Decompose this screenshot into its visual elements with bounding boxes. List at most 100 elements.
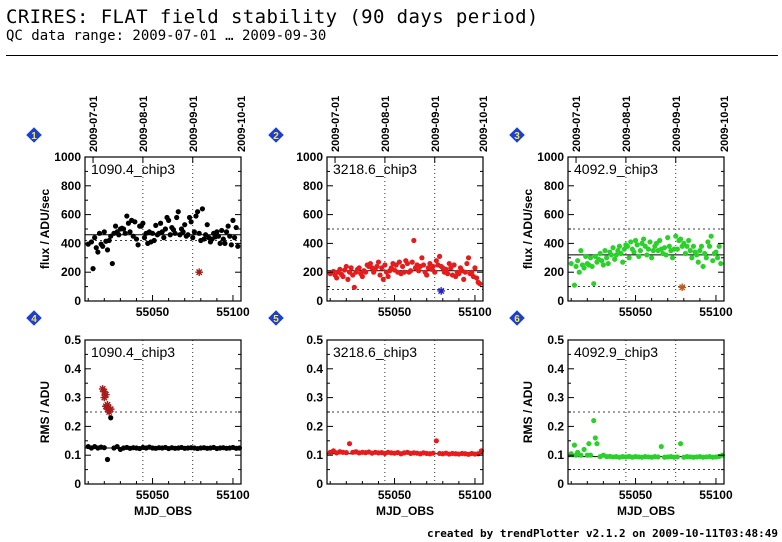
data-point — [101, 445, 107, 451]
data-point — [151, 237, 157, 244]
y-tick-label: 800 — [544, 179, 564, 193]
y-tick-label: 0 — [557, 477, 564, 491]
data-point — [677, 236, 684, 242]
data-point — [167, 232, 173, 238]
data-point — [430, 450, 436, 456]
y-tick-label: 0.5 — [64, 333, 81, 347]
data-point — [95, 249, 101, 255]
date-tick-label: 2009-10-01 — [719, 96, 731, 152]
data-point — [666, 243, 672, 249]
panel-number: 5 — [273, 314, 279, 325]
data-point — [469, 269, 475, 275]
data-point — [705, 239, 711, 245]
data-point — [591, 281, 597, 287]
date-tick-label: 2009-09-01 — [671, 96, 683, 152]
data-point — [380, 276, 386, 282]
data-point — [714, 255, 721, 261]
data-point — [647, 239, 653, 245]
data-point — [597, 250, 603, 257]
date-tick-label: 2009-07-01 — [330, 96, 342, 152]
y-axis-label: RMS / ADU — [38, 381, 52, 443]
data-point — [93, 245, 99, 251]
data-point — [587, 255, 594, 261]
y-tick-label: 0 — [557, 294, 564, 308]
data-point-outlier — [105, 408, 113, 416]
date-tick-label: 2009-07-01 — [571, 96, 583, 152]
data-point — [702, 250, 708, 257]
data-point — [568, 260, 574, 267]
data-point — [700, 263, 706, 270]
data-point — [461, 276, 467, 282]
y-tick-label: 0.2 — [306, 419, 323, 433]
y-tick-label: 200 — [544, 265, 564, 279]
data-point — [135, 242, 141, 248]
y-tick-label: 1000 — [537, 150, 564, 164]
data-point — [583, 253, 589, 259]
panel-label: 3218.6_chip3 — [333, 161, 417, 177]
y-tick-label: 0.1 — [547, 448, 564, 462]
data-point — [149, 230, 156, 236]
data-point — [141, 235, 148, 241]
data-point — [433, 258, 439, 264]
x-tick-label: 55050 — [136, 305, 170, 319]
data-point — [690, 243, 697, 249]
x-axis-label: MJD_OBS — [134, 504, 192, 518]
date-tick-label: 2009-09-01 — [188, 96, 200, 152]
y-tick-label: 0.1 — [64, 448, 81, 462]
panel-2: 0 200 400 600 800 1000 55050 55100 2009-07-01 200… — [268, 96, 492, 319]
panel-6: 0 0.1 0.2 0.3 0.4 0.5 55050 55100 4092.9_chip3 RM… — [509, 310, 733, 518]
data-point-outlier — [678, 283, 686, 292]
data-point — [624, 243, 631, 249]
x-axis-label: MJD_OBS — [376, 504, 434, 518]
panel-label: 1090.4_chip3 — [91, 344, 175, 360]
data-point — [140, 220, 146, 226]
data-point — [420, 262, 427, 268]
date-tick-label: 2009-08-01 — [621, 96, 633, 152]
data-point — [122, 230, 128, 236]
data-point — [650, 248, 656, 254]
y-tick-label: 800 — [303, 179, 323, 193]
footer-credit: created by trendPlotter v2.1.2 on 2009-1… — [427, 527, 778, 540]
y-tick-label: 1000 — [296, 150, 323, 164]
data-point — [669, 255, 676, 261]
data-point-outlier — [100, 393, 109, 402]
data-point — [233, 224, 239, 231]
y-axis-label: flux / ADU/sec — [38, 189, 52, 270]
data-point-outlier — [103, 401, 112, 409]
date-tick-label: 2009-08-01 — [138, 96, 150, 152]
y-tick-label: 600 — [544, 208, 564, 222]
page-subtitle: QC data range: 2009-07-01 … 2009-09-30 — [6, 28, 327, 44]
y-tick-label: 200 — [61, 265, 81, 279]
x-tick-label: 55050 — [619, 488, 653, 502]
x-tick-label: 55100 — [458, 488, 492, 502]
data-point — [375, 259, 382, 265]
plot-frame — [567, 339, 725, 485]
y-tick-label: 0.3 — [64, 391, 81, 405]
data-point — [112, 223, 119, 229]
data-point — [703, 255, 709, 261]
panel-label: 1090.4_chip3 — [91, 161, 175, 177]
data-point — [217, 240, 223, 246]
panel-number-badge — [509, 127, 525, 143]
date-tick-label: 2009-10-01 — [478, 96, 490, 152]
data-point — [343, 263, 349, 270]
data-point — [100, 243, 106, 249]
data-point — [399, 263, 406, 270]
data-point — [351, 284, 357, 290]
data-point — [124, 213, 130, 219]
data-point — [589, 263, 595, 270]
data-point — [436, 253, 443, 259]
panel-number: 2 — [273, 131, 279, 142]
x-axis-label: MJD_OBS — [617, 504, 675, 518]
data-point — [578, 248, 584, 254]
panel-label: 3218.6_chip3 — [333, 344, 417, 360]
data-point — [718, 260, 724, 267]
data-point — [706, 243, 713, 249]
data-point — [603, 255, 610, 261]
y-tick-label: 200 — [303, 265, 323, 279]
x-tick-label: 55050 — [378, 488, 412, 502]
data-point — [120, 226, 127, 232]
date-tick-label: 2009-07-01 — [88, 96, 100, 152]
data-point — [613, 252, 619, 258]
data-point — [345, 276, 351, 282]
